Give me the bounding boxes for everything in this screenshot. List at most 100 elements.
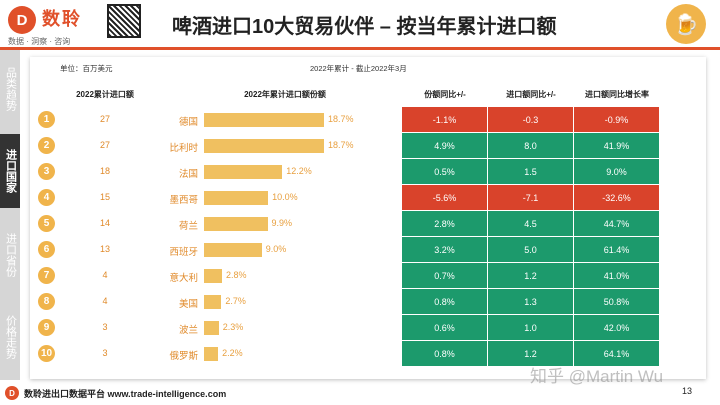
rank-badge: 4 <box>38 189 55 206</box>
table-row: 3 18 法国 12.2% 0.5% 1.5 9.0% <box>30 159 706 185</box>
watermark: 知乎 @Martin Wu <box>530 367 664 386</box>
growth-yoy-cell: -0.9% <box>574 107 660 133</box>
country-name: 俄罗斯 <box>169 351 198 362</box>
share-yoy-cell: 0.7% <box>402 263 488 289</box>
table-row: 5 14 荷兰 9.9% 2.8% 4.5 44.7% <box>30 211 706 237</box>
growth-yoy-cell: 41.0% <box>574 263 660 289</box>
country-name: 波兰 <box>178 325 198 336</box>
growth-yoy-cell: -32.6% <box>574 185 660 211</box>
share-yoy-cell: 0.8% <box>402 341 488 367</box>
growth-yoy-cell: 41.9% <box>574 133 660 159</box>
share-bar-label: 18.7% <box>328 140 354 150</box>
rank-badge: 3 <box>38 163 55 180</box>
rank-badge: 7 <box>38 267 55 284</box>
country-name: 西班牙 <box>169 247 198 258</box>
header: D 数聆 数据 · 洞察 · 咨询 啤酒进口10大贸易伙伴 – 按当年累计进口额… <box>0 0 720 50</box>
share-bar <box>204 217 268 231</box>
import-value: 15 <box>99 192 110 202</box>
import-value: 4 <box>102 296 108 306</box>
share-bar <box>204 113 324 127</box>
import-value: 13 <box>99 244 110 254</box>
growth-yoy-cell: 9.0% <box>574 159 660 185</box>
share-bar-label: 2.8% <box>225 270 247 280</box>
amount-yoy-cell: 5.0 <box>488 237 574 263</box>
share-bar-label: 10.0% <box>272 192 298 202</box>
page-title: 啤酒进口10大贸易伙伴 – 按当年累计进口额 <box>172 16 557 38</box>
share-yoy-cell: 3.2% <box>402 237 488 263</box>
share-bar <box>204 295 222 309</box>
growth-yoy-cell: 50.8% <box>574 289 660 315</box>
share-yoy-cell: -1.1% <box>402 107 488 133</box>
brand-logo-icon: D <box>8 6 36 34</box>
country-name: 美国 <box>178 299 198 310</box>
col-header-value: 2022累计进口额 <box>76 90 134 99</box>
growth-yoy-cell: 44.7% <box>574 211 660 237</box>
rank-badge: 1 <box>38 111 55 128</box>
share-bar-label: 2.3% <box>222 322 244 332</box>
country-name: 德国 <box>178 117 198 128</box>
side-nav-item-price-trend[interactable]: 价格走势 <box>4 315 17 359</box>
period-label: 2022年累计 - 截止2022年3月 <box>310 64 407 73</box>
share-bar <box>204 191 269 205</box>
rank-badge: 5 <box>38 215 55 232</box>
col-header-growth-yoy: 进口额同比增长率 <box>585 90 649 99</box>
table-row: 8 4 美国 2.7% 0.8% 1.3 50.8% <box>30 289 706 315</box>
side-nav-item-category-trend[interactable]: 品类趋势 <box>4 67 17 111</box>
share-bar-label: 9.0% <box>265 244 287 254</box>
share-bar-label: 2.2% <box>222 348 243 358</box>
share-yoy-cell: 0.8% <box>402 289 488 315</box>
share-bar-label: 9.9% <box>271 218 293 228</box>
rank-badge: 9 <box>38 319 55 336</box>
table-row: 9 3 波兰 2.3% 0.6% 1.0 42.0% <box>30 315 706 341</box>
import-value: 3 <box>102 348 108 358</box>
brand-slogan: 数据 · 洞察 · 咨询 <box>8 37 71 46</box>
amount-yoy-cell: 4.5 <box>488 211 574 237</box>
table-row: 2 27 比利时 18.7% 4.9% 8.0 41.9% <box>30 133 706 159</box>
amount-yoy-cell: 1.5 <box>488 159 574 185</box>
footer-text: 数聆进出口数据平台 www.trade-intelligence.com <box>24 389 227 399</box>
import-value: 4 <box>102 270 108 280</box>
import-value: 27 <box>99 114 110 124</box>
rank-badge: 6 <box>38 241 55 258</box>
rank-badge: 8 <box>38 293 55 310</box>
table-row: 7 4 意大利 2.8% 0.7% 1.2 41.0% <box>30 263 706 289</box>
share-bar <box>204 321 219 335</box>
side-nav-item-import-countries[interactable]: 进口国家 <box>0 134 20 208</box>
share-bar <box>204 243 262 257</box>
footer-logo-icon: D <box>5 386 19 400</box>
amount-yoy-cell: 1.2 <box>488 263 574 289</box>
data-card: 单位：百万美元 2022年累计 - 截止2022年3月 2022累计进口额 20… <box>30 57 706 379</box>
share-yoy-cell: 4.9% <box>402 133 488 159</box>
col-header-share: 2022年累计进口额份额 <box>244 90 326 99</box>
import-value: 3 <box>102 322 108 332</box>
growth-yoy-cell: 64.1% <box>574 341 660 367</box>
amount-yoy-cell: -0.3 <box>488 107 574 133</box>
table-row: 4 15 墨西哥 10.0% -5.6% -7.1 -32.6% <box>30 185 706 211</box>
col-header-share-yoy: 份额同比+/- <box>424 90 466 99</box>
share-bar <box>204 347 219 361</box>
share-bar <box>204 269 222 283</box>
share-yoy-cell: 0.6% <box>402 315 488 341</box>
share-yoy-cell: 2.8% <box>402 211 488 237</box>
share-bar <box>204 139 324 153</box>
growth-yoy-cell: 61.4% <box>574 237 660 263</box>
share-bar <box>204 165 283 179</box>
amount-yoy-cell: 1.2 <box>488 341 574 367</box>
amount-yoy-cell: -7.1 <box>488 185 574 211</box>
rank-badge: 10 <box>38 345 55 362</box>
rank-badge: 2 <box>38 137 55 154</box>
country-name: 意大利 <box>169 273 198 284</box>
amount-yoy-cell: 1.0 <box>488 315 574 341</box>
growth-yoy-cell: 42.0% <box>574 315 660 341</box>
share-bar-label: 2.7% <box>225 296 246 306</box>
share-bar-label: 12.2% <box>286 166 312 176</box>
import-value: 27 <box>99 140 110 150</box>
footer: D 数聆进出口数据平台 www.trade-intelligence.com <box>0 382 720 405</box>
header-divider <box>0 47 720 50</box>
col-header-amount-yoy: 进口额同比+/- <box>506 90 556 99</box>
table-row: 10 3 俄罗斯 2.2% 0.8% 1.2 64.1% <box>30 341 706 367</box>
side-nav: 品类趋势 进口国家 进口省份 价格走势 <box>0 50 20 380</box>
share-yoy-cell: -5.6% <box>402 185 488 211</box>
side-nav-item-import-provinces[interactable]: 进口省份 <box>4 233 17 277</box>
amount-yoy-cell: 8.0 <box>488 133 574 159</box>
